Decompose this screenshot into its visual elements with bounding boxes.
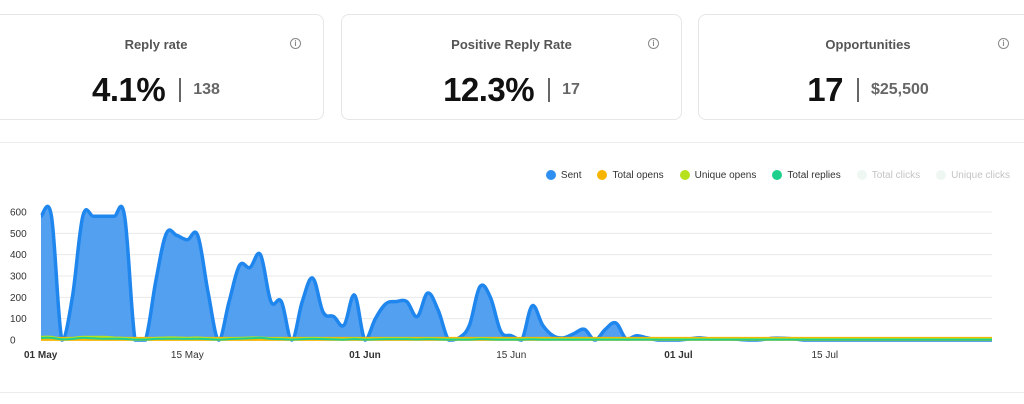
legend-dot [679, 170, 690, 180]
y-tick-label: 600 [10, 208, 27, 219]
card-title: Opportunities [825, 37, 911, 52]
card-secondary-value: 138 [193, 81, 220, 98]
legend-dot [545, 170, 556, 180]
y-tick-label: 100 [10, 314, 27, 325]
reply-rate-card: Reply rate i 4.1% 138 [0, 14, 324, 120]
x-tick-label: 15 May [171, 350, 204, 361]
card-title: Reply rate [124, 37, 188, 52]
legend-item-unique-clicks[interactable]: Unique clicks [936, 170, 1010, 181]
info-icon[interactable]: i [290, 38, 301, 49]
card-main-value: 12.3% [443, 71, 535, 108]
legend-item-unique-opens[interactable]: Unique opens [679, 169, 757, 181]
info-icon[interactable]: i [998, 38, 1009, 49]
legend-label: Total replies [787, 169, 841, 181]
value-separator [856, 78, 859, 102]
legend-item-total-opens[interactable]: Total opens [597, 169, 664, 181]
legend-dot [772, 170, 783, 180]
bottom-divider [0, 392, 1024, 393]
legend-label: Sent [560, 169, 582, 181]
card-secondary-value: $25,500 [870, 81, 929, 98]
legend-dot [597, 170, 608, 180]
value-separator [179, 78, 182, 102]
chart-legend: Sent Total opens Unique opens Total replies… [530, 168, 1010, 182]
card-main-value: 4.1% [92, 71, 166, 108]
y-tick-label: 300 [10, 272, 27, 283]
section-divider [0, 142, 1024, 143]
x-tick-label: 01 May [24, 350, 58, 361]
value-separator [548, 78, 551, 102]
legend-dot [936, 170, 947, 180]
card-main-value: 17 [807, 71, 843, 108]
card-secondary-value: 17 [562, 81, 580, 98]
x-tick-label: 01 Jun [349, 350, 381, 361]
y-tick-label: 500 [10, 229, 27, 240]
legend-label: Total opens [612, 169, 664, 181]
y-tick-label: 400 [10, 250, 27, 261]
legend-item-sent[interactable]: Sent [545, 169, 582, 181]
legend-label: Total clicks [871, 169, 921, 181]
y-tick-label: 0 [10, 336, 16, 347]
card-values: 17 $25,500 [699, 70, 1024, 110]
x-tick-label: 01 Jul [664, 350, 693, 361]
info-icon[interactable]: i [648, 38, 659, 49]
legend-label: Unique opens [694, 169, 757, 181]
positive-reply-rate-card: Positive Reply Rate i 12.3% 17 [341, 14, 682, 120]
card-values: 12.3% 17 [342, 70, 681, 110]
legend-item-total-clicks[interactable]: Total clicks [856, 169, 921, 181]
y-tick-label: 200 [10, 293, 27, 304]
legend-item-total-replies[interactable]: Total replies [772, 169, 841, 181]
opportunities-card: Opportunities i 17 $25,500 [698, 14, 1024, 120]
legend-dot [856, 170, 867, 180]
series-line-total-replies [40, 336, 992, 341]
x-tick-label: 15 Jun [496, 350, 526, 361]
card-title: Positive Reply Rate [451, 37, 572, 52]
series-area-sent [41, 206, 992, 340]
card-values: 4.1% 138 [0, 70, 323, 110]
legend-label: Unique clicks [951, 169, 1010, 181]
sent-activity-chart: 0 100 200 300 400 500 600 01 May 15 May 01 Jun 15 … [10, 204, 992, 361]
x-tick-label: 15 Jul [811, 350, 838, 361]
